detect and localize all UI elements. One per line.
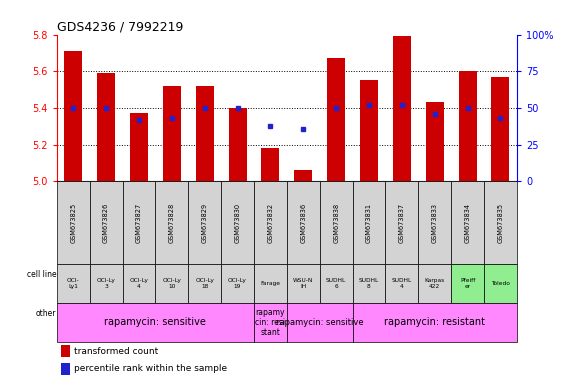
Text: Toledo: Toledo [491,281,510,286]
Text: GSM673826: GSM673826 [103,202,109,243]
Text: OCI-Ly
3: OCI-Ly 3 [97,278,115,289]
Text: Pfeiff
er: Pfeiff er [460,278,475,289]
Text: OCI-Ly
19: OCI-Ly 19 [228,278,247,289]
Text: SUDHL
4: SUDHL 4 [392,278,412,289]
Bar [228,108,247,181]
Bar [261,148,279,181]
Bar [254,264,287,303]
Bar [57,181,90,264]
Bar [484,181,517,264]
Text: GSM673837: GSM673837 [399,203,405,243]
Text: GSM673832: GSM673832 [268,203,273,243]
Bar [254,303,287,342]
Text: GSM673825: GSM673825 [70,202,76,243]
Bar [130,113,148,181]
Bar [287,303,353,342]
Text: cell line: cell line [27,270,56,279]
Text: GSM673833: GSM673833 [432,203,438,243]
Text: percentile rank within the sample: percentile rank within the sample [74,364,227,373]
Bar [97,73,115,181]
Bar [123,264,156,303]
Bar [458,71,477,181]
Bar [64,51,82,181]
Bar [123,181,156,264]
Text: GSM673829: GSM673829 [202,203,208,243]
Bar [425,103,444,181]
Bar [418,181,451,264]
Bar [451,181,484,264]
Text: SUDHL
6: SUDHL 6 [326,278,346,289]
Bar [90,264,123,303]
Text: other: other [36,309,56,318]
Text: GSM673830: GSM673830 [235,203,240,243]
Bar [57,264,90,303]
Bar [320,181,353,264]
Bar [221,181,254,264]
Bar [287,181,320,264]
Bar [360,80,378,181]
Bar [156,181,188,264]
Bar [327,58,345,181]
Text: GDS4236 / 7992219: GDS4236 / 7992219 [57,20,183,33]
Bar [294,170,312,181]
Bar [484,264,517,303]
Text: rapamycin: resistant: rapamycin: resistant [384,318,485,328]
Text: GSM673835: GSM673835 [498,203,503,243]
Text: Farage: Farage [260,281,281,286]
Text: WSU-N
IH: WSU-N IH [293,278,314,289]
Bar [156,264,188,303]
Bar [320,264,353,303]
Text: GSM673831: GSM673831 [366,203,372,243]
Text: OCI-
Ly1: OCI- Ly1 [67,278,80,289]
Bar [61,362,70,375]
Bar [386,264,418,303]
Bar [353,181,386,264]
Bar [353,303,517,342]
Bar [491,77,509,181]
Text: OCI-Ly
18: OCI-Ly 18 [195,278,214,289]
Text: OCI-Ly
10: OCI-Ly 10 [162,278,181,289]
Text: SUDHL
8: SUDHL 8 [359,278,379,289]
Text: rapamycin: sensitive: rapamycin: sensitive [105,318,206,328]
Bar [90,181,123,264]
Text: rapamy
cin: resi
stant: rapamy cin: resi stant [256,308,286,337]
Text: Karpas
422: Karpas 422 [425,278,445,289]
Bar [57,303,254,342]
Text: GSM673827: GSM673827 [136,202,142,243]
Bar [418,264,451,303]
Text: GSM673836: GSM673836 [300,203,306,243]
Bar [188,264,221,303]
Bar [195,86,214,181]
Bar [393,36,411,181]
Bar [287,264,320,303]
Bar [353,264,386,303]
Bar [221,264,254,303]
Bar [254,181,287,264]
Text: GSM673838: GSM673838 [333,203,339,243]
Text: OCI-Ly
4: OCI-Ly 4 [130,278,148,289]
Bar [163,86,181,181]
Text: GSM673828: GSM673828 [169,202,175,243]
Text: rapamycin: sensitive: rapamycin: sensitive [276,318,364,327]
Text: GSM673834: GSM673834 [465,203,470,243]
Bar [188,181,221,264]
Bar [451,264,484,303]
Bar [386,181,418,264]
Bar [61,345,70,358]
Text: transformed count: transformed count [74,347,158,356]
